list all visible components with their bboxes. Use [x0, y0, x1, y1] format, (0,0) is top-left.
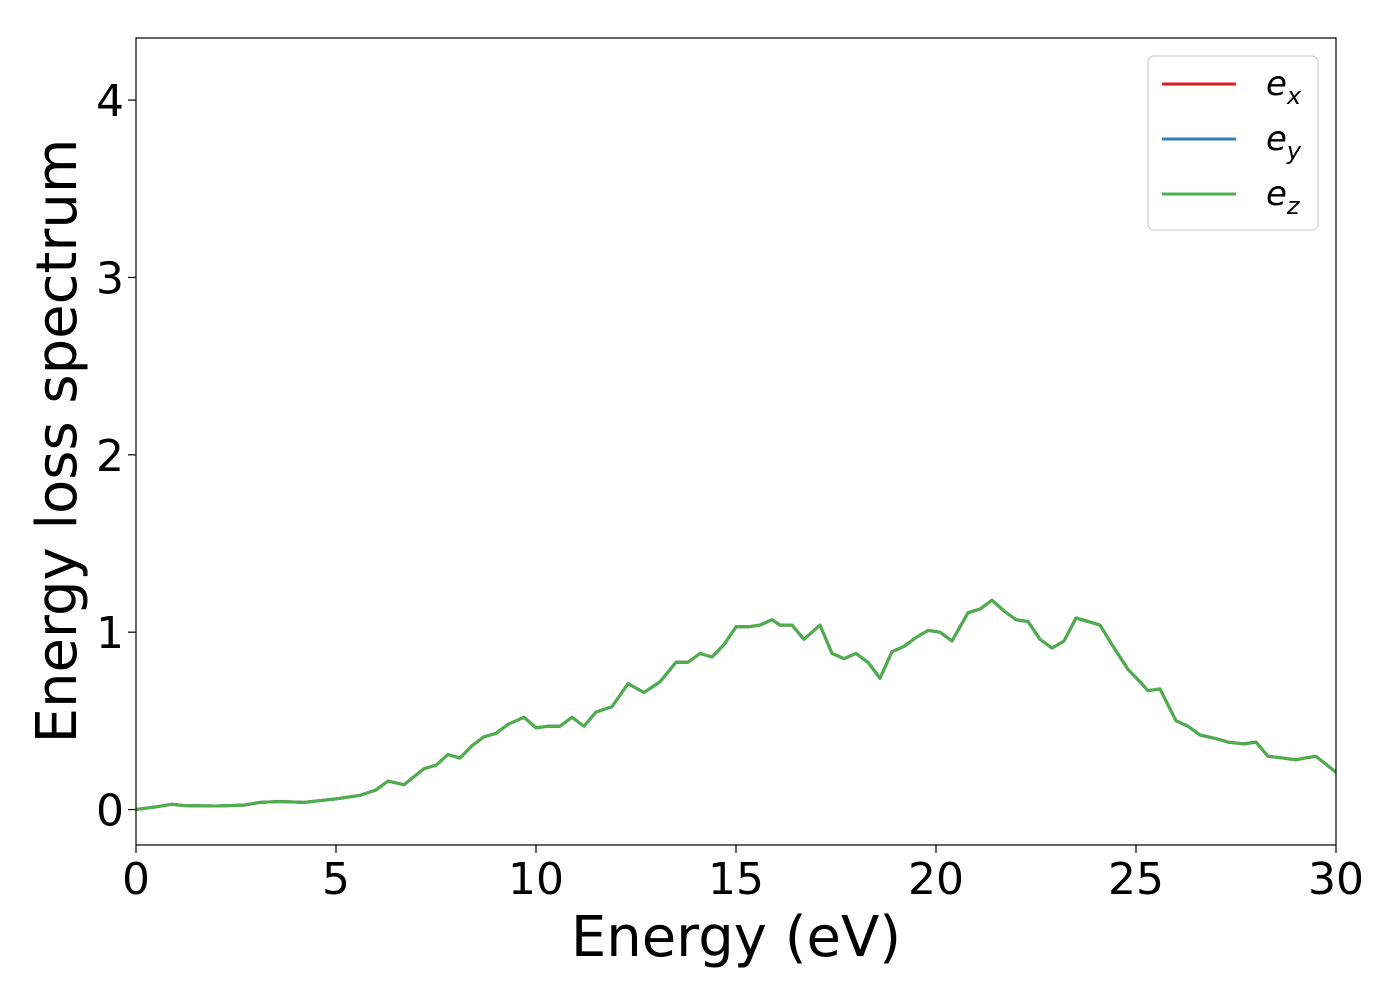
- x-tick-label: 30: [1308, 854, 1364, 905]
- y-tick-label: 4: [96, 76, 124, 127]
- x-tick-label: 0: [122, 854, 150, 905]
- x-tick-label: 5: [322, 854, 350, 905]
- x-tick-label: 10: [508, 854, 564, 905]
- legend-label-y: ey: [1266, 119, 1302, 165]
- series-lines: [136, 598, 1336, 811]
- y-tick-label: 2: [96, 431, 124, 482]
- series-line-x: [136, 598, 1336, 811]
- legend-box: [1147, 55, 1319, 231]
- y-tick-label: 1: [96, 608, 124, 659]
- x-axis-ticks: 0 5 10 15 20 25 30: [122, 845, 1364, 905]
- x-tick-label: 20: [908, 854, 964, 905]
- series-line-y: [136, 598, 1336, 811]
- y-axis-ticks: 0 1 2 3 4: [96, 76, 136, 837]
- y-tick-label: 3: [96, 253, 124, 304]
- x-tick-label: 15: [708, 854, 764, 905]
- series-line-z: [136, 598, 1336, 811]
- legend-label-x: ex: [1266, 64, 1302, 110]
- y-tick-label: 0: [96, 786, 124, 837]
- x-tick-label: 25: [1108, 854, 1164, 905]
- x-axis-label: Energy (eV): [571, 905, 901, 970]
- y-axis-label: Energy loss spectrum: [25, 139, 90, 744]
